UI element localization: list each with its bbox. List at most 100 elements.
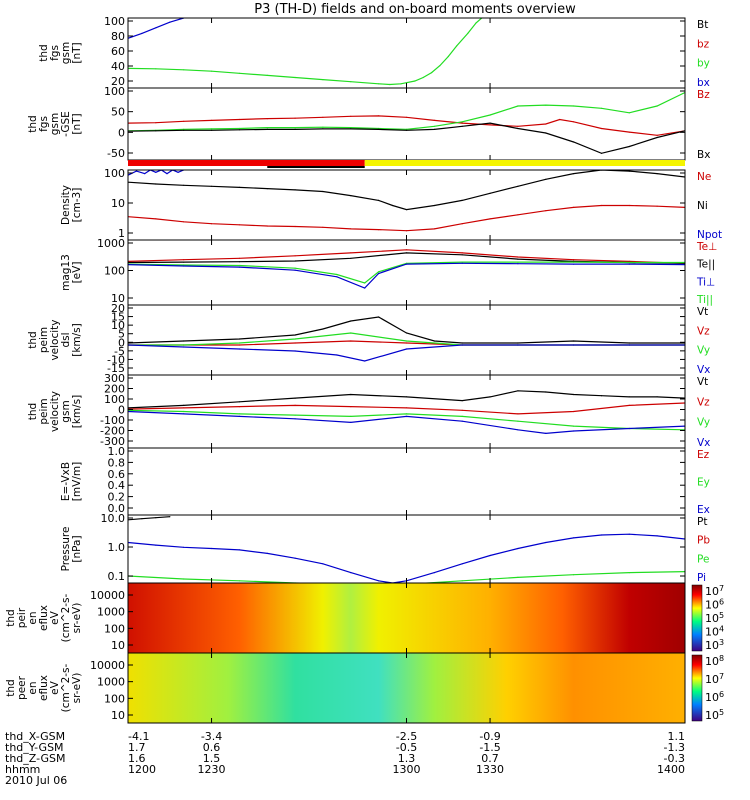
velocity-dsl-point <box>405 342 408 344</box>
colorbar-tick-label: 108 <box>705 654 724 668</box>
fgs-gse-point <box>433 119 435 121</box>
y-tick-label: 100 <box>104 622 125 635</box>
density-point <box>600 204 603 207</box>
velocity-dsl-point <box>405 332 408 334</box>
y-tick-label: -5 <box>114 345 125 358</box>
ephemeris-value: 0.7 <box>481 752 499 765</box>
velocity-dsl-point <box>628 342 630 344</box>
fgs-gse-point <box>433 128 435 130</box>
fgs-gse-point <box>545 132 547 134</box>
y-tick-label: 10 <box>111 197 125 210</box>
fgs-gse-series-2 <box>128 122 685 154</box>
ephemeris-value: 1230 <box>198 763 226 776</box>
y-axis-label: sr-eV) <box>71 603 83 634</box>
y-axis-label: mag13 <box>60 254 72 291</box>
fgs-gse-point <box>155 122 157 124</box>
fgs-mag-point <box>431 72 433 74</box>
y-tick-label: 100 <box>104 265 125 278</box>
velocity-dsl-point <box>573 344 575 346</box>
density-point <box>211 185 213 187</box>
velocity-dsl-point <box>364 360 366 362</box>
y-tick-label: 100 <box>104 692 125 705</box>
pressure-point <box>517 576 519 579</box>
y-tick-label: 0.1 <box>108 570 126 583</box>
pressure-point <box>141 518 143 520</box>
density-point <box>517 185 519 187</box>
velocity-dsl-point <box>294 338 296 340</box>
y-axis-label: thd <box>5 679 17 696</box>
legend-entry: Te|| <box>696 259 715 271</box>
fgs-mag-point <box>350 81 352 83</box>
y-tick-label: 20 <box>111 75 125 88</box>
fgs-gse-point <box>294 127 296 129</box>
velocity-gsm-point <box>628 427 630 430</box>
velocity-dsl-point <box>350 340 352 342</box>
ephemeris-value: -1.5 <box>479 741 500 754</box>
y-axis-label: eV <box>49 610 61 624</box>
panel-frame <box>127 87 686 161</box>
density-point <box>144 173 146 175</box>
y-tick-label: -300 <box>100 435 125 448</box>
y-axis-label: peim <box>38 398 50 424</box>
colorbar-tick-label: 103 <box>705 638 724 652</box>
y-tick-label: 100 <box>104 393 125 406</box>
y-tick-label: 5 <box>118 328 125 341</box>
y-tick-label: 10 <box>111 292 125 305</box>
velocity-gsm-point <box>461 400 463 402</box>
fgs-gse-point <box>628 145 630 148</box>
fgs-mag-point <box>456 45 458 47</box>
fgs-gse-point <box>378 128 380 130</box>
pressure-point <box>573 574 575 576</box>
panel-frame <box>127 374 686 449</box>
legend-entry: by <box>697 58 710 70</box>
pressure-point <box>183 546 185 548</box>
fgs-gse-point <box>211 129 213 131</box>
pressure-point <box>628 572 630 574</box>
velocity-dsl-point <box>573 340 575 342</box>
chart-title: P3 (TH-D) fields and on-board moments ov… <box>254 2 576 17</box>
pressure-point <box>266 552 268 555</box>
y-axis-label: thd <box>27 331 39 348</box>
y-axis-label: velocity <box>49 391 61 432</box>
pressure-point <box>573 537 575 539</box>
temperature-point <box>405 263 408 265</box>
colorbar-tick-label: 105 <box>705 708 724 722</box>
legend-entry: Vt <box>697 376 708 388</box>
mode-bar <box>128 160 685 168</box>
legend-entry: Ne <box>697 171 711 183</box>
density-series-0 <box>128 170 685 211</box>
y-axis-label: [nT] <box>71 42 83 63</box>
ephemeris-row-label: hhmm <box>5 763 40 776</box>
fgs-gse-point <box>322 126 324 128</box>
pressure-point <box>155 517 157 519</box>
fgs-gse-point <box>183 128 185 130</box>
temperature-point <box>517 263 519 265</box>
fgs-mag-point <box>378 83 380 85</box>
density-point <box>322 226 324 228</box>
fgs-gse-point <box>350 127 352 129</box>
fgs-gse-point <box>656 136 658 139</box>
fgs-mag-point <box>439 65 441 67</box>
fgs-gse-point <box>211 128 213 130</box>
fgs-gse-point <box>656 134 658 136</box>
density-point <box>155 218 157 220</box>
fgs-gse-point <box>266 127 268 129</box>
velocity-gsm-point <box>573 425 575 427</box>
density-point <box>433 204 435 207</box>
temperature-point <box>336 276 338 278</box>
velocity-gsm-point <box>656 396 658 398</box>
fgs-gse-point <box>266 118 268 120</box>
temperature-point <box>183 265 185 267</box>
panel-frame <box>127 447 686 516</box>
fgs-mag-point <box>141 32 143 35</box>
velocity-gsm-point <box>294 414 296 416</box>
legend-entry: Pt <box>697 516 707 528</box>
y-axis-label: peim <box>38 327 50 353</box>
velocity-gsm-point <box>489 396 491 398</box>
velocity-dsl-point <box>294 334 296 336</box>
ephemeris-row-label: thd_Z-GSM <box>5 752 65 765</box>
legend-entry: Bx <box>697 149 710 161</box>
velocity-gsm-point <box>405 407 408 409</box>
electron-spec-spectrogram <box>128 653 685 723</box>
velocity-dsl-point <box>183 346 185 348</box>
